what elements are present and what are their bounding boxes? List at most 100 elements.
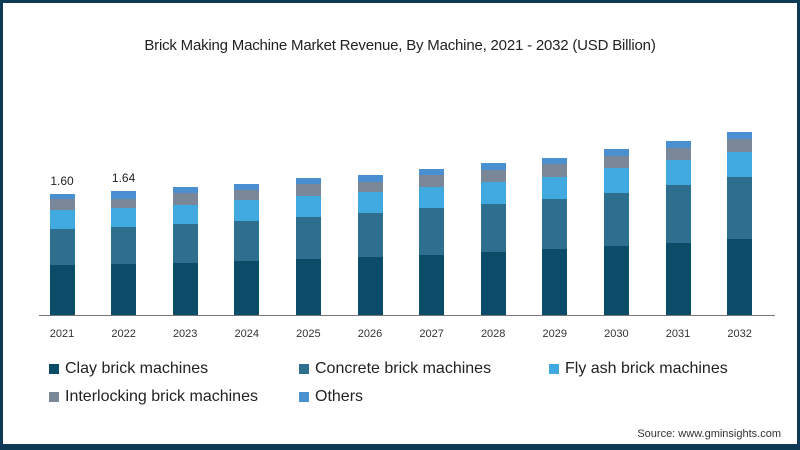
x-tick-label: 2028	[480, 328, 506, 340]
bar-2024	[234, 184, 260, 315]
bar-segment-clay-brick-machines	[603, 246, 629, 315]
bar-2031	[665, 141, 691, 315]
bar-segment-clay-brick-machines	[665, 243, 691, 315]
bar-segment-clay-brick-machines	[727, 238, 753, 315]
plot-area: 2021 1.60 2022 1.64 2023 2024 2025 2026 2027 2028…	[3, 3, 797, 444]
data-label: 1.64	[111, 171, 136, 186]
bar-segment-fly-ash-brick-machines	[295, 195, 321, 217]
bar-segment-clay-brick-machines	[357, 256, 383, 315]
bar-segment-clay-brick-machines	[419, 255, 445, 315]
source-note: Source: www.gminsights.com	[637, 428, 781, 440]
bar-segment-concrete-brick-machines	[234, 221, 260, 262]
bar-segment-clay-brick-machines	[234, 261, 260, 315]
legend-swatch	[549, 364, 559, 374]
bar-segment-interlocking-brick-machines	[419, 175, 445, 188]
bar-segment-fly-ash-brick-machines	[665, 160, 691, 185]
bar-segment-clay-brick-machines	[295, 259, 321, 315]
bar-segment-interlocking-brick-machines	[111, 198, 137, 209]
legend-item: Concrete brick machines	[299, 360, 491, 378]
data-label: 1.60	[50, 174, 74, 189]
bar-2032	[727, 132, 753, 315]
bar-segment-interlocking-brick-machines	[542, 163, 568, 177]
legend-item: Interlocking brick machines	[49, 388, 258, 406]
legend-swatch	[49, 392, 59, 402]
bar-segment-interlocking-brick-machines	[295, 184, 321, 196]
bar-segment-others	[111, 191, 137, 199]
legend-label: Fly ash brick machines	[565, 360, 728, 377]
bar-2021	[49, 194, 75, 315]
bar-segment-clay-brick-machines	[480, 252, 506, 315]
bar-segment-others	[603, 149, 629, 156]
bar-segment-others	[480, 163, 506, 170]
x-tick-label: 2029	[542, 328, 568, 340]
bar-segment-others	[727, 132, 753, 139]
bar-segment-others	[357, 175, 383, 182]
bar-segment-concrete-brick-machines	[665, 184, 691, 244]
legend-item: Fly ash brick machines	[549, 360, 728, 378]
bar-segment-concrete-brick-machines	[727, 177, 753, 239]
bar-segment-concrete-brick-machines	[480, 203, 506, 253]
x-tick-label: 2024	[234, 328, 260, 340]
bar-segment-others	[665, 141, 691, 148]
x-tick-label: 2031	[665, 328, 691, 340]
bar-2023	[172, 187, 198, 315]
x-tick-label: 2025	[296, 328, 321, 340]
bar-2029	[542, 157, 568, 315]
bar-2028	[480, 163, 506, 315]
bar-segment-concrete-brick-machines	[603, 192, 629, 247]
bar-segment-fly-ash-brick-machines	[603, 168, 629, 193]
bar-segment-clay-brick-machines	[542, 249, 568, 315]
legend-item: Clay brick machines	[49, 360, 208, 378]
bar-segment-fly-ash-brick-machines	[419, 187, 445, 209]
bar-segment-interlocking-brick-machines	[603, 155, 629, 169]
chart-title: Brick Making Machine Market Revenue, By …	[144, 37, 656, 54]
bar-segment-clay-brick-machines	[49, 265, 75, 315]
legend-label: Clay brick machines	[65, 360, 209, 377]
legend-swatch	[49, 364, 59, 374]
chart-frame: Brick Making Machine Market Revenue, By …	[3, 3, 797, 444]
bar-segment-fly-ash-brick-machines	[234, 200, 260, 222]
bar-2022	[111, 191, 137, 315]
legend-label: Concrete brick machines	[315, 360, 492, 377]
bar-segment-interlocking-brick-machines	[665, 147, 691, 161]
bar-segment-concrete-brick-machines	[295, 216, 321, 260]
bar-2025	[295, 178, 321, 315]
bar-segment-fly-ash-brick-machines	[727, 151, 753, 178]
bar-segment-concrete-brick-machines	[419, 208, 445, 256]
bar-segment-interlocking-brick-machines	[357, 181, 383, 192]
bar-segment-fly-ash-brick-machines	[357, 191, 383, 213]
bar-segment-concrete-brick-machines	[111, 227, 137, 265]
x-tick-label: 2023	[172, 328, 198, 340]
x-tick-label: 2022	[111, 328, 136, 340]
bar-segment-clay-brick-machines	[111, 264, 137, 315]
legend-label: Interlocking brick machines	[65, 388, 258, 405]
bar-segment-others	[542, 157, 568, 164]
x-axis-line	[39, 315, 775, 316]
bar-segment-concrete-brick-machines	[172, 223, 198, 263]
bar-segment-clay-brick-machines	[172, 262, 198, 315]
bar-segment-others	[234, 184, 260, 191]
x-tick-label: 2032	[727, 328, 752, 340]
bar-segment-fly-ash-brick-machines	[172, 204, 198, 224]
bar-segment-interlocking-brick-machines	[480, 169, 506, 182]
bar-segment-fly-ash-brick-machines	[542, 176, 568, 199]
bar-segment-others	[49, 194, 75, 199]
bar-segment-concrete-brick-machines	[542, 198, 568, 250]
bar-segment-fly-ash-brick-machines	[49, 209, 75, 229]
bar-segment-concrete-brick-machines	[49, 228, 75, 266]
bar-2030	[603, 149, 629, 315]
bar-segment-interlocking-brick-machines	[49, 198, 75, 210]
bar-segment-interlocking-brick-machines	[172, 193, 198, 205]
bar-segment-interlocking-brick-machines	[234, 190, 260, 201]
bar-segment-concrete-brick-machines	[357, 212, 383, 257]
x-tick-label: 2027	[419, 328, 444, 340]
x-tick-label: 2030	[604, 328, 629, 340]
bar-segment-others	[419, 169, 445, 176]
bar-segment-others	[172, 187, 198, 194]
legend-label: Others	[315, 388, 364, 405]
legend-swatch	[299, 364, 309, 374]
bar-segment-fly-ash-brick-machines	[111, 208, 137, 228]
bar-segment-interlocking-brick-machines	[727, 138, 753, 152]
bar-segment-others	[295, 178, 321, 185]
x-tick-label: 2021	[49, 328, 75, 340]
